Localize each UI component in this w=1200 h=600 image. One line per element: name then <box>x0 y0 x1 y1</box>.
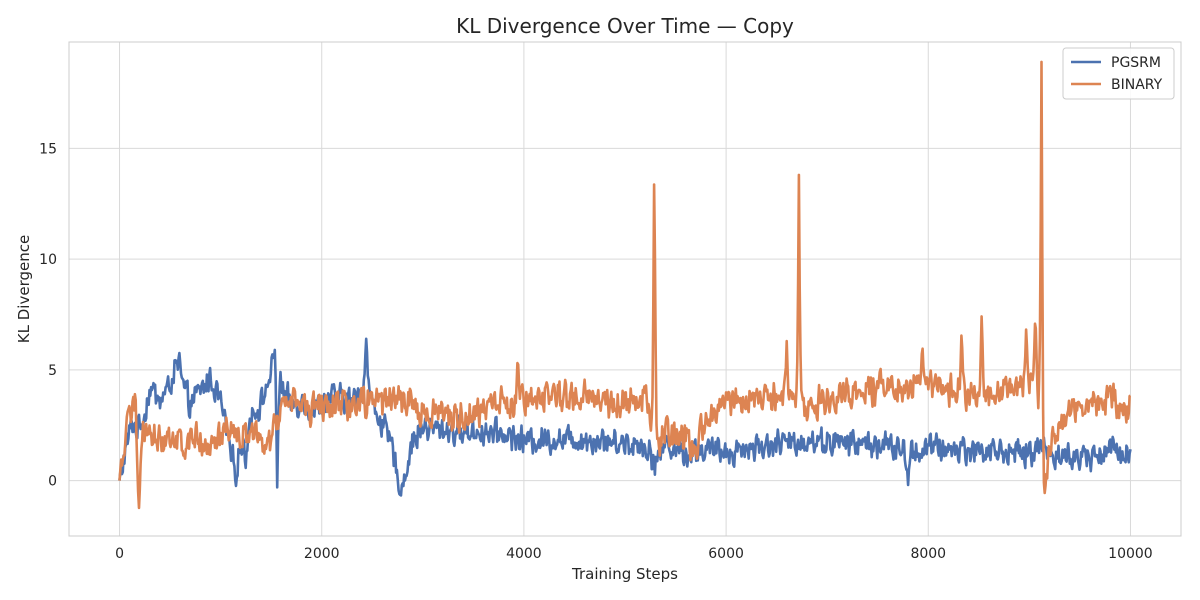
axis-ticks: 0 2000 4000 6000 8000 10000 0 5 10 15 <box>39 141 1153 562</box>
y-axis-label: KL Divergence <box>15 235 33 343</box>
x-tick-label: 10000 <box>1108 546 1153 562</box>
x-axis-label: Training Steps <box>571 565 678 583</box>
series-line-binary <box>118 60 1132 510</box>
y-tick-label: 15 <box>39 141 57 157</box>
legend-label-binary: BINARY <box>1111 77 1163 93</box>
plot-frame <box>68 41 1182 537</box>
x-tick-label: 2000 <box>304 546 340 562</box>
x-tick-label: 0 <box>115 546 124 562</box>
chart-title: KL Divergence Over Time — Copy <box>456 14 794 38</box>
series-line-pgsrm <box>118 337 1132 497</box>
y-tick-label: 5 <box>48 363 57 379</box>
y-tick-label: 10 <box>39 252 57 268</box>
x-tick-label: 6000 <box>708 546 744 562</box>
legend: PGSRM BINARY <box>1062 47 1175 100</box>
legend-label-pgsrm: PGSRM <box>1111 55 1161 71</box>
x-tick-label: 4000 <box>506 546 542 562</box>
x-tick-label: 8000 <box>910 546 946 562</box>
y-tick-label: 0 <box>48 474 57 490</box>
grid <box>69 42 1181 536</box>
series-group <box>118 60 1132 510</box>
